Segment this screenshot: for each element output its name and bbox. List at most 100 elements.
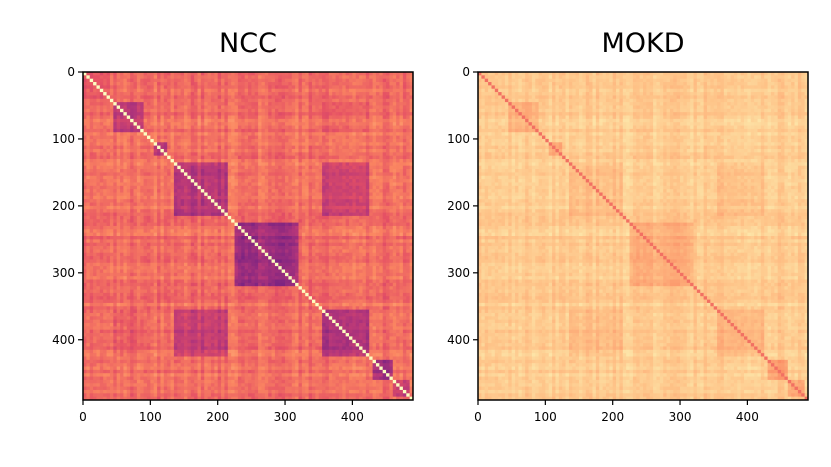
- heatmap-cell: [298, 162, 303, 167]
- heatmap-cell: [177, 118, 182, 123]
- heatmap-cell: [264, 122, 269, 126]
- heatmap-cell: [271, 179, 276, 183]
- heatmap-cell: [204, 169, 208, 173]
- heatmap-cell: [372, 75, 377, 80]
- heatmap-cell: [173, 199, 178, 203]
- heatmap-cell: [322, 128, 326, 133]
- heatmap-cell: [301, 95, 306, 100]
- heatmap-cell: [298, 189, 303, 193]
- heatmap-cell: [295, 148, 299, 153]
- heatmap-cell: [190, 192, 195, 197]
- heatmap-cell: [258, 195, 262, 200]
- heatmap-cell: [210, 128, 215, 133]
- heatmap-cell: [328, 102, 333, 106]
- heatmap-cell: [392, 185, 397, 190]
- heatmap-cell: [109, 225, 114, 230]
- heatmap-cell: [379, 219, 384, 224]
- heatmap-cell: [109, 182, 114, 187]
- heatmap-cell: [237, 199, 242, 203]
- heatmap-cell: [224, 152, 229, 157]
- heatmap-cell: [382, 115, 387, 120]
- heatmap-cell: [170, 219, 175, 224]
- heatmap-cell: [130, 236, 134, 240]
- heatmap-cell: [163, 82, 168, 86]
- heatmap-cell: [288, 102, 293, 106]
- heatmap-cell: [288, 209, 293, 213]
- heatmap-cell: [241, 85, 246, 90]
- heatmap-cell: [103, 105, 107, 110]
- heatmap-cell: [197, 82, 202, 86]
- heatmap-cell: [234, 125, 239, 130]
- heatmap-cell: [396, 98, 400, 103]
- heatmap-cell: [349, 205, 353, 210]
- heatmap-cell: [406, 202, 411, 207]
- heatmap-cell: [109, 179, 114, 183]
- heatmap-cell: [221, 85, 225, 90]
- heatmap-cell: [204, 145, 208, 150]
- heatmap-cell: [328, 112, 333, 116]
- heatmap-cell: [153, 209, 158, 213]
- heatmap-cell: [167, 229, 171, 234]
- heatmap-cell: [311, 82, 316, 86]
- heatmap-cell: [352, 98, 357, 103]
- heatmap-cell: [298, 138, 303, 143]
- heatmap-cell: [295, 122, 299, 126]
- heatmap-cell: [322, 162, 326, 167]
- heatmap-cell: [96, 102, 101, 106]
- heatmap-cell: [406, 125, 411, 130]
- heatmap-cell: [315, 135, 320, 140]
- heatmap-cell: [322, 212, 326, 217]
- heatmap-cell: [133, 72, 138, 76]
- heatmap-cell: [214, 215, 219, 220]
- heatmap-cell: [258, 88, 262, 93]
- heatmap-cell: [109, 102, 114, 106]
- heatmap-cell: [96, 125, 101, 130]
- heatmap-cell: [382, 185, 387, 190]
- heatmap-cell: [180, 102, 185, 106]
- heatmap-cell: [271, 205, 276, 210]
- heatmap-cell: [200, 172, 205, 177]
- heatmap-cell: [402, 172, 407, 177]
- heatmap-cell: [389, 135, 394, 140]
- heatmap-cell: [322, 135, 326, 140]
- heatmap-cell: [274, 78, 279, 83]
- heatmap-cell: [197, 145, 202, 150]
- heatmap-cell: [305, 189, 310, 193]
- heatmap-cell: [177, 205, 182, 210]
- heatmap-cell: [170, 82, 175, 86]
- heatmap-cell: [120, 118, 124, 123]
- heatmap-cell: [271, 225, 276, 230]
- heatmap-cell: [241, 215, 246, 220]
- heatmap-cell: [332, 142, 336, 147]
- heatmap-cell: [355, 229, 360, 234]
- heatmap-cell: [345, 85, 350, 90]
- heatmap-cell: [224, 132, 229, 136]
- heatmap-cell: [116, 165, 121, 170]
- heatmap-cell: [83, 189, 87, 193]
- heatmap-cell: [369, 138, 373, 143]
- heatmap-cell: [89, 222, 94, 227]
- heatmap-cell: [372, 192, 377, 197]
- heatmap-cell: [136, 192, 141, 197]
- heatmap-cell: [285, 162, 289, 167]
- heatmap-cell: [244, 159, 249, 163]
- heatmap-cell: [99, 219, 104, 224]
- heatmap-cell: [251, 182, 256, 187]
- heatmap-cell: [288, 225, 293, 230]
- heatmap-cell: [402, 132, 407, 136]
- heatmap-cell: [288, 148, 293, 153]
- heatmap-cell: [227, 199, 232, 203]
- heatmap-cell: [93, 135, 97, 140]
- heatmap-cell: [136, 152, 141, 157]
- heatmap-cell: [298, 155, 303, 160]
- heatmap-cell: [332, 152, 336, 157]
- heatmap-cell: [150, 169, 155, 173]
- heatmap-cell: [103, 212, 107, 217]
- heatmap-cell: [173, 239, 178, 244]
- heatmap-cell: [288, 115, 293, 120]
- heatmap-cell: [106, 105, 111, 110]
- heatmap-cell: [224, 72, 229, 76]
- heatmap-cell: [328, 179, 333, 183]
- heatmap-cell: [305, 92, 310, 96]
- heatmap-cell: [322, 192, 326, 197]
